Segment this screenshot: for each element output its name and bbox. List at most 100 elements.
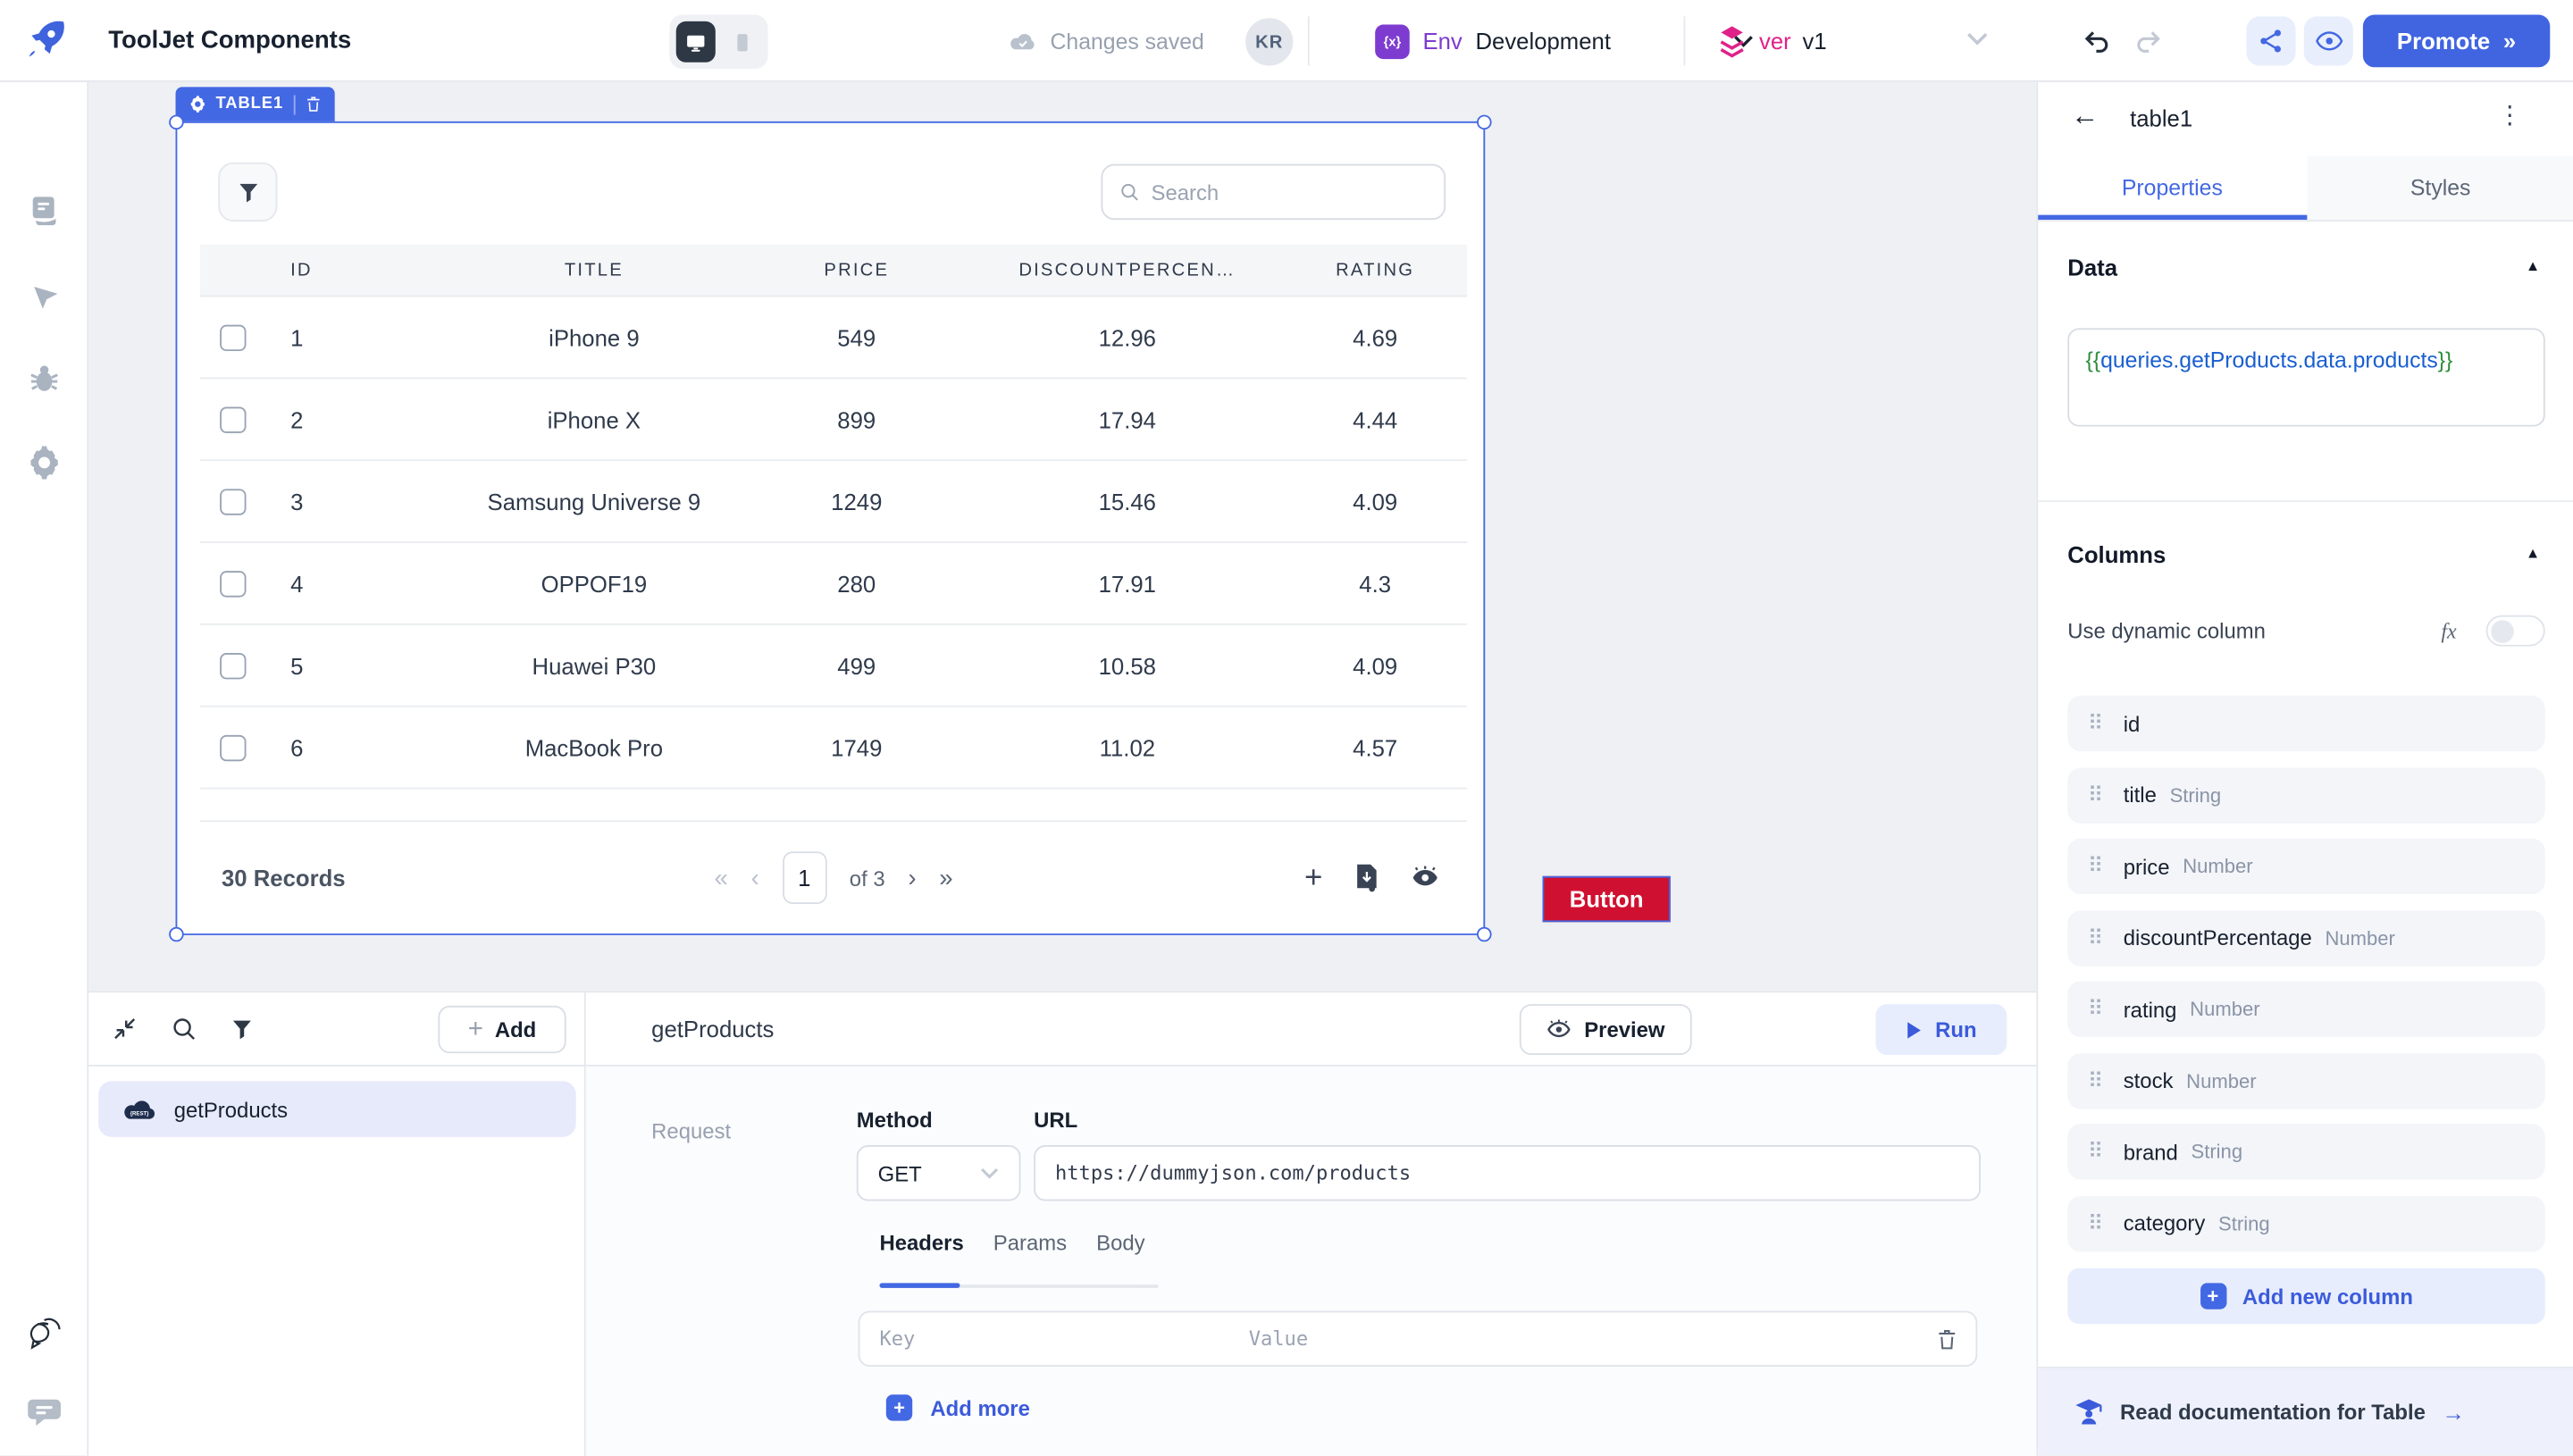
chevron-down-icon[interactable] bbox=[1965, 31, 1989, 46]
column-item[interactable]: ⠿ discountPercentage Number bbox=[2067, 909, 2545, 966]
table-row[interactable]: 2 iPhone X 899 17.94 4.44 bbox=[200, 379, 1468, 462]
table-search-input[interactable] bbox=[1151, 180, 1428, 205]
row-checkbox[interactable] bbox=[220, 570, 247, 597]
tooljet-logo-icon[interactable] bbox=[18, 15, 71, 68]
column-header-title[interactable]: TITLE bbox=[564, 260, 624, 280]
first-page-button[interactable]: « bbox=[714, 864, 728, 892]
version-selector[interactable]: ver v1 bbox=[1716, 0, 1827, 82]
table-search[interactable] bbox=[1101, 163, 1446, 221]
table-row[interactable]: 3 Samsung Universe 9 1249 15.46 4.09 bbox=[200, 461, 1468, 543]
table-header-row[interactable]: ID TITLE PRICE DISCOUNTPERCEN… RATING bbox=[200, 244, 1468, 297]
column-header-price[interactable]: PRICE bbox=[824, 260, 890, 280]
last-page-button[interactable]: » bbox=[939, 864, 953, 892]
preview-query-button[interactable]: Preview bbox=[1519, 1004, 1692, 1056]
header-key-input[interactable] bbox=[859, 1312, 1229, 1366]
column-item[interactable]: ⠿ category String bbox=[2067, 1195, 2545, 1251]
collapse-columns-section-icon[interactable]: ▲ bbox=[2525, 544, 2541, 562]
column-item[interactable]: ⠿ stock Number bbox=[2067, 1052, 2545, 1109]
drag-handle-icon[interactable]: ⠿ bbox=[2087, 924, 2104, 950]
inspector-panel-icon[interactable] bbox=[0, 266, 88, 325]
tab-params[interactable]: Params bbox=[993, 1230, 1068, 1256]
tab-properties[interactable]: Properties bbox=[2038, 155, 2307, 221]
pages-panel-icon[interactable] bbox=[0, 180, 88, 239]
mobile-layout-icon[interactable] bbox=[722, 21, 761, 63]
drag-handle-icon[interactable]: ⠿ bbox=[2087, 1209, 2104, 1235]
table-data-code-input[interactable]: {{queries.getProducts.data.products}} bbox=[2067, 328, 2545, 427]
chat-support-icon[interactable] bbox=[0, 1383, 88, 1442]
fx-icon[interactable]: fx bbox=[2441, 618, 2457, 643]
button-widget[interactable]: Button bbox=[1542, 875, 1671, 923]
row-checkbox[interactable] bbox=[220, 652, 247, 679]
dynamic-column-toggle[interactable] bbox=[2485, 615, 2545, 647]
table-row[interactable]: 6 MacBook Pro 1749 11.02 4.57 bbox=[200, 707, 1468, 790]
row-checkbox[interactable] bbox=[220, 406, 247, 432]
filter-queries-icon[interactable] bbox=[230, 1017, 255, 1042]
prev-page-button[interactable]: ‹ bbox=[750, 864, 759, 892]
add-query-button[interactable]: + Add bbox=[438, 1005, 566, 1054]
tab-headers[interactable]: Headers bbox=[879, 1230, 964, 1256]
run-query-button[interactable]: Run bbox=[1875, 1004, 2007, 1056]
widget-menu-icon[interactable]: ⋮ bbox=[2497, 101, 2523, 130]
redo-icon[interactable] bbox=[2133, 26, 2165, 57]
download-data-icon[interactable] bbox=[1352, 863, 1379, 892]
manage-columns-eye-icon[interactable] bbox=[1410, 865, 1441, 891]
tab-styles[interactable]: Styles bbox=[2306, 155, 2573, 221]
tab-body[interactable]: Body bbox=[1096, 1230, 1145, 1256]
column-item[interactable]: ⠿ id bbox=[2067, 695, 2545, 752]
add-new-column-button[interactable]: + Add new column bbox=[2067, 1268, 2545, 1325]
resize-handle[interactable] bbox=[1477, 114, 1492, 130]
user-avatar[interactable]: KR bbox=[1245, 18, 1294, 66]
app-canvas[interactable]: TABLE1 ID TITLE PRICE D bbox=[88, 81, 2037, 992]
collapse-panel-icon[interactable] bbox=[112, 1016, 138, 1042]
resize-handle[interactable] bbox=[169, 114, 184, 130]
table-row[interactable]: 5 Huawei P30 499 10.58 4.09 bbox=[200, 625, 1468, 707]
drag-handle-icon[interactable]: ⠿ bbox=[2087, 1067, 2104, 1092]
column-item[interactable]: ⠿ price Number bbox=[2067, 838, 2545, 895]
drag-handle-icon[interactable]: ⠿ bbox=[2087, 995, 2104, 1021]
widget-config-icon[interactable] bbox=[188, 96, 205, 113]
collapse-data-section-icon[interactable]: ▲ bbox=[2525, 257, 2541, 274]
search-queries-icon[interactable] bbox=[171, 1016, 197, 1042]
drag-handle-icon[interactable]: ⠿ bbox=[2087, 853, 2104, 878]
column-item[interactable]: ⠿ rating Number bbox=[2067, 981, 2545, 1037]
debugger-icon[interactable] bbox=[0, 349, 88, 408]
row-checkbox[interactable] bbox=[220, 488, 247, 515]
delete-widget-icon[interactable] bbox=[305, 96, 321, 113]
drag-handle-icon[interactable]: ⠿ bbox=[2087, 1138, 2104, 1164]
widget-selection-tag[interactable]: TABLE1 bbox=[174, 87, 335, 121]
environment-selector[interactable]: {x} Env Development bbox=[1375, 0, 1754, 82]
promote-button[interactable]: Promote» bbox=[2362, 14, 2551, 68]
add-row-icon[interactable]: + bbox=[1303, 860, 1323, 895]
drag-handle-icon[interactable]: ⠿ bbox=[2087, 782, 2104, 807]
add-more-header-button[interactable]: + Add more bbox=[885, 1394, 1030, 1421]
column-header-discount[interactable]: DISCOUNTPERCEN… bbox=[1018, 260, 1236, 280]
share-button[interactable] bbox=[2246, 16, 2296, 66]
method-select[interactable]: GET bbox=[856, 1145, 1021, 1201]
back-icon[interactable]: ← bbox=[2070, 100, 2099, 131]
table-widget[interactable]: TABLE1 ID TITLE PRICE D bbox=[169, 87, 1492, 942]
desktop-layout-icon[interactable] bbox=[675, 21, 716, 63]
resize-handle[interactable] bbox=[1477, 926, 1492, 942]
column-item[interactable]: ⠿ brand String bbox=[2067, 1124, 2545, 1180]
table-row[interactable]: 4 OPPOF19 280 17.91 4.3 bbox=[200, 543, 1468, 625]
resize-handle[interactable] bbox=[169, 926, 184, 942]
row-checkbox[interactable] bbox=[220, 323, 247, 351]
comments-icon[interactable] bbox=[0, 1304, 88, 1363]
undo-icon[interactable] bbox=[2081, 26, 2112, 57]
device-layout-toggle[interactable] bbox=[669, 14, 768, 70]
url-input[interactable] bbox=[1034, 1145, 1981, 1201]
settings-icon[interactable] bbox=[0, 433, 88, 492]
next-page-button[interactable]: › bbox=[908, 864, 917, 892]
column-item[interactable]: ⠿ title String bbox=[2067, 766, 2545, 824]
row-checkbox[interactable] bbox=[220, 733, 247, 761]
column-header-id[interactable]: ID bbox=[290, 260, 313, 280]
table-filter-button[interactable] bbox=[218, 162, 278, 222]
app-preview-button[interactable] bbox=[2303, 16, 2353, 66]
query-list-item-getproducts[interactable]: {REST} getProducts bbox=[98, 1081, 576, 1137]
header-value-input[interactable] bbox=[1228, 1312, 1919, 1366]
documentation-link[interactable]: Read documentation for Table → bbox=[2038, 1368, 2573, 1456]
drag-handle-icon[interactable]: ⠿ bbox=[2087, 710, 2104, 735]
delete-header-row-button[interactable] bbox=[1918, 1312, 1975, 1365]
column-header-rating[interactable]: RATING bbox=[1336, 260, 1415, 280]
table-row[interactable]: 1 iPhone 9 549 12.96 4.69 bbox=[200, 297, 1468, 380]
